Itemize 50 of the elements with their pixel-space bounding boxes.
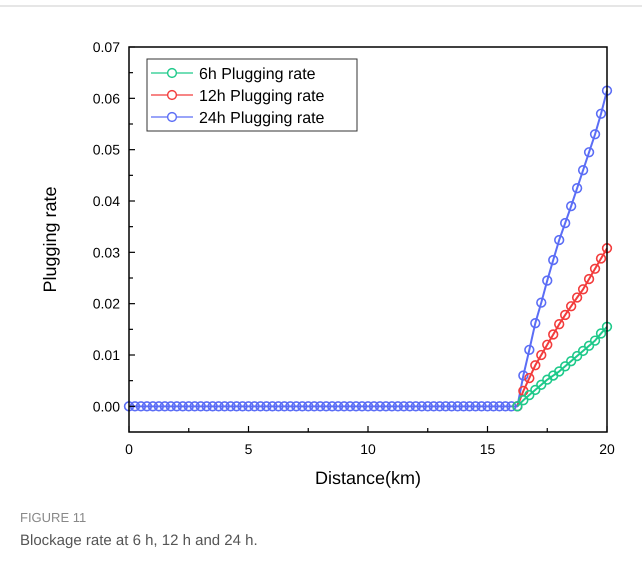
x-tick-label: 15 — [480, 441, 496, 457]
y-axis-title: Plugging rate — [40, 186, 60, 293]
point — [572, 292, 582, 303]
point — [584, 340, 594, 351]
x-tick-label: 10 — [360, 441, 376, 457]
point — [530, 384, 540, 396]
legend-label: 6h Plugging rate — [199, 66, 316, 83]
point — [554, 366, 564, 377]
point — [530, 360, 540, 370]
y-tick-label: 0.06 — [92, 90, 120, 106]
point — [560, 310, 570, 320]
point — [572, 350, 582, 362]
legend-label: 24h Plugging rate — [199, 110, 325, 127]
y-tick-label: 0.07 — [92, 39, 120, 55]
point — [584, 274, 594, 284]
point — [566, 356, 576, 366]
point — [548, 329, 558, 340]
point — [596, 253, 606, 264]
point — [542, 340, 552, 350]
point — [590, 264, 600, 274]
point — [548, 370, 558, 381]
y-tick-label: 0.01 — [92, 347, 120, 363]
point — [578, 346, 588, 356]
legend-label: 12h Plugging rate — [199, 88, 325, 105]
y-tick-label: 0.00 — [92, 398, 120, 414]
point — [554, 319, 564, 330]
point — [524, 390, 534, 400]
y-tick-label: 0.02 — [92, 296, 120, 312]
point — [596, 328, 606, 339]
point — [602, 322, 612, 332]
point — [602, 243, 612, 254]
caption: FIGURE 11 — [20, 510, 86, 525]
point — [518, 386, 529, 396]
point — [536, 380, 546, 390]
x-tick-label: 5 — [244, 441, 253, 457]
x-tick-label: 20 — [599, 441, 615, 457]
y-tick-label: 0.03 — [92, 244, 120, 260]
x-tick-label: 0 — [125, 441, 134, 457]
x-axis-title: Distance(km) — [314, 468, 422, 488]
point — [590, 335, 600, 346]
point — [566, 301, 576, 312]
y-tick-label: 0.04 — [92, 193, 120, 209]
point — [542, 374, 552, 385]
point — [518, 395, 529, 406]
point — [560, 361, 570, 372]
point — [578, 284, 588, 294]
point — [524, 372, 534, 384]
point — [536, 350, 546, 360]
y-tick-label: 0.05 — [92, 142, 120, 158]
text: Blockage rate at 6 h, 12 h and 24 h. — [20, 532, 258, 549]
